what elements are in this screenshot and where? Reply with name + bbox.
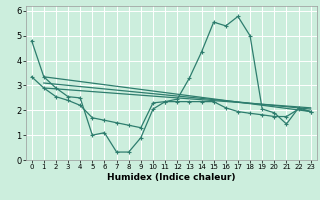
X-axis label: Humidex (Indice chaleur): Humidex (Indice chaleur)	[107, 173, 236, 182]
